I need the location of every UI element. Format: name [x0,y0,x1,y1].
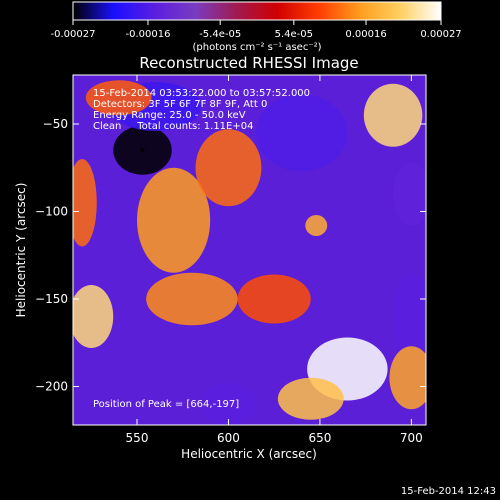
heatmap-blob [146,272,238,326]
x-axis-label: Heliocentric X (arcsec) [181,447,317,461]
colorbar-tick-label: -0.00027 [51,29,96,40]
footer-timestamp: 15-Feb-2014 12:43 [401,486,496,497]
axis-ticks: 550 600 650 700 −200 −150 −100 −50 [35,75,426,445]
colorbar-ticks: -0.00027 -0.00016 -5.4e-05 5.4e-05 0.00016 0.… [51,20,462,40]
heatmap-blob [305,215,328,236]
heatmap-blob [393,272,426,361]
x-tick-label: 550 [126,431,149,445]
y-tick-label: −100 [35,205,68,219]
heatmap-blob [277,377,344,420]
colorbar-unit-label: (photons cm⁻² s⁻¹ asec⁻²) [192,42,321,53]
heatmap-blob [85,80,152,116]
annotation-energy-range: Energy Range: 25.0 - 50.0 keV [93,110,246,121]
y-axis-label: Heliocentric Y (arcsec) [14,183,28,318]
colorbar-gradient [72,1,442,21]
annotation-time-range: 15-Feb-2014 03:53:22.000 to 03:57:52.000 [93,88,310,99]
heatmap-blob [137,167,211,273]
annotation-clean-counts: Clean Total counts: 1.11E+04 [93,121,253,132]
heatmap-blob [237,274,311,324]
colorbar-tick-label: -0.00016 [125,29,170,40]
annotations: 15-Feb-2014 03:53:22.000 to 03:57:52.000… [93,88,310,410]
heatmap-blob [389,346,426,410]
chart-title: Reconstructed RHESSI Image [139,54,358,72]
heatmap-blob [363,83,423,147]
peak-position-label: Position of Peak = [664,-197] [93,399,239,410]
x-tick-label: 650 [308,431,331,445]
heatmap-blob [255,94,348,172]
y-tick-label: −50 [43,117,68,131]
heatmap-blob [201,383,256,425]
annotation-detectors: Detectors: 3F 5F 6F 7F 8F 9F, Att 0 [93,99,267,110]
y-tick-label: −200 [35,380,68,394]
y-tick-label: −150 [35,292,68,306]
colorbar-tick-label: -5.4e-05 [199,29,241,40]
image-area [73,75,426,425]
image-center-marker [140,148,145,153]
colorbar-tick-label: 5.4e-05 [275,29,313,40]
x-tick-label: 600 [217,431,240,445]
heatmap-blob [73,285,114,348]
x-tick-label: 700 [400,431,423,445]
heatmap-blob [393,162,426,226]
heatmap-blob [73,159,97,247]
colorbar: -0.00027 -0.00016 -5.4e-05 5.4e-05 0.00016 0.… [51,1,462,53]
plot-frame [72,74,427,426]
colorbar-tick-label: 0.00027 [420,29,461,40]
colorbar-tick-label: 0.00016 [345,29,386,40]
heatmap-blob [195,129,262,207]
